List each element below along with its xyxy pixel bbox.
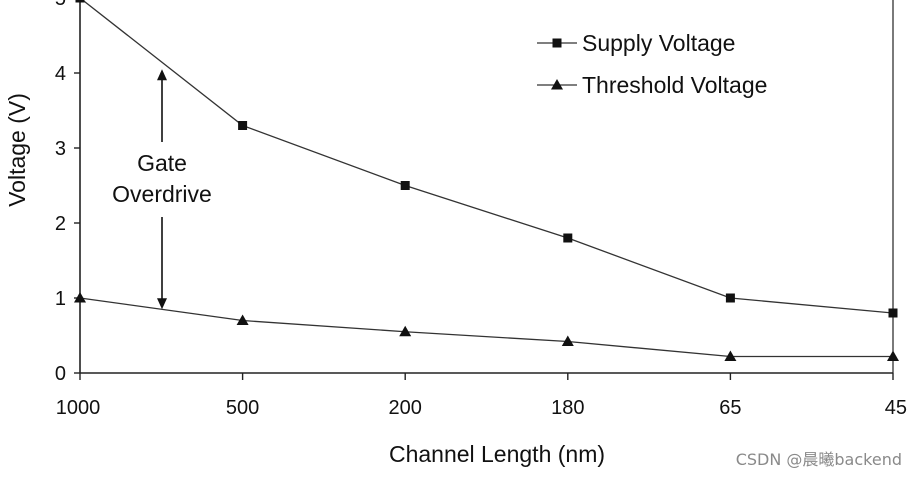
triangle-marker bbox=[399, 325, 412, 337]
supply-voltage-line bbox=[81, 0, 894, 314]
legend-item-supply-voltage: Supply Voltage bbox=[537, 30, 735, 56]
y-tick-label: 2 bbox=[55, 213, 66, 235]
y-axis-title: Voltage (V) bbox=[4, 93, 30, 207]
legend-label: Threshold Voltage bbox=[582, 72, 767, 98]
x-tick-label: 65 bbox=[719, 397, 741, 419]
triangle-marker bbox=[887, 350, 899, 361]
supply-voltage-series bbox=[75, 0, 898, 318]
triangle-marker bbox=[236, 314, 249, 325]
square-marker bbox=[238, 121, 248, 130]
x-tick-label: 45 bbox=[885, 397, 907, 419]
threshold-voltage-line bbox=[79, 297, 893, 358]
y-tick-label: 4 bbox=[55, 63, 66, 85]
square-marker bbox=[400, 181, 410, 190]
legend-item-threshold-voltage: Threshold Voltage bbox=[537, 72, 767, 98]
y-tick-label: 0 bbox=[55, 363, 66, 385]
watermark-text: CSDN @晨曦backend bbox=[735, 450, 902, 469]
annotation-text-line: Gate bbox=[137, 150, 187, 176]
y-tick-label: 3 bbox=[55, 138, 66, 160]
square-marker bbox=[725, 293, 735, 303]
x-tick-label: 200 bbox=[389, 397, 422, 419]
x-ticks: 1000 500 200 180 65 45 bbox=[56, 373, 907, 419]
square-marker bbox=[552, 38, 562, 48]
x-tick-label: 1000 bbox=[56, 397, 101, 419]
x-axis-title: Channel Length (nm) bbox=[389, 441, 605, 467]
gate-overdrive-annotation: Gate Overdrive bbox=[112, 69, 212, 310]
square-marker bbox=[888, 308, 898, 318]
triangle-marker bbox=[561, 335, 574, 346]
x-tick-label: 180 bbox=[551, 397, 584, 419]
square-marker bbox=[563, 233, 573, 243]
series-layer bbox=[74, 0, 899, 361]
legend-label: Supply Voltage bbox=[582, 30, 735, 56]
legend: Supply Voltage Threshold Voltage bbox=[537, 30, 767, 98]
y-tick-label: 5 bbox=[55, 0, 66, 10]
arrow-down-head bbox=[157, 298, 167, 310]
arrow-up-head bbox=[157, 69, 167, 81]
triangle-marker bbox=[724, 350, 737, 361]
square-marker bbox=[75, 0, 85, 3]
triangle-marker bbox=[551, 79, 563, 90]
y-tick-label: 1 bbox=[55, 288, 66, 310]
annotation-text-line: Overdrive bbox=[112, 181, 212, 207]
triangle-marker bbox=[74, 292, 86, 303]
threshold-voltage-series bbox=[74, 292, 899, 361]
y-ticks: 0 1 2 3 4 5 bbox=[55, 0, 80, 385]
x-tick-label: 500 bbox=[226, 397, 259, 419]
